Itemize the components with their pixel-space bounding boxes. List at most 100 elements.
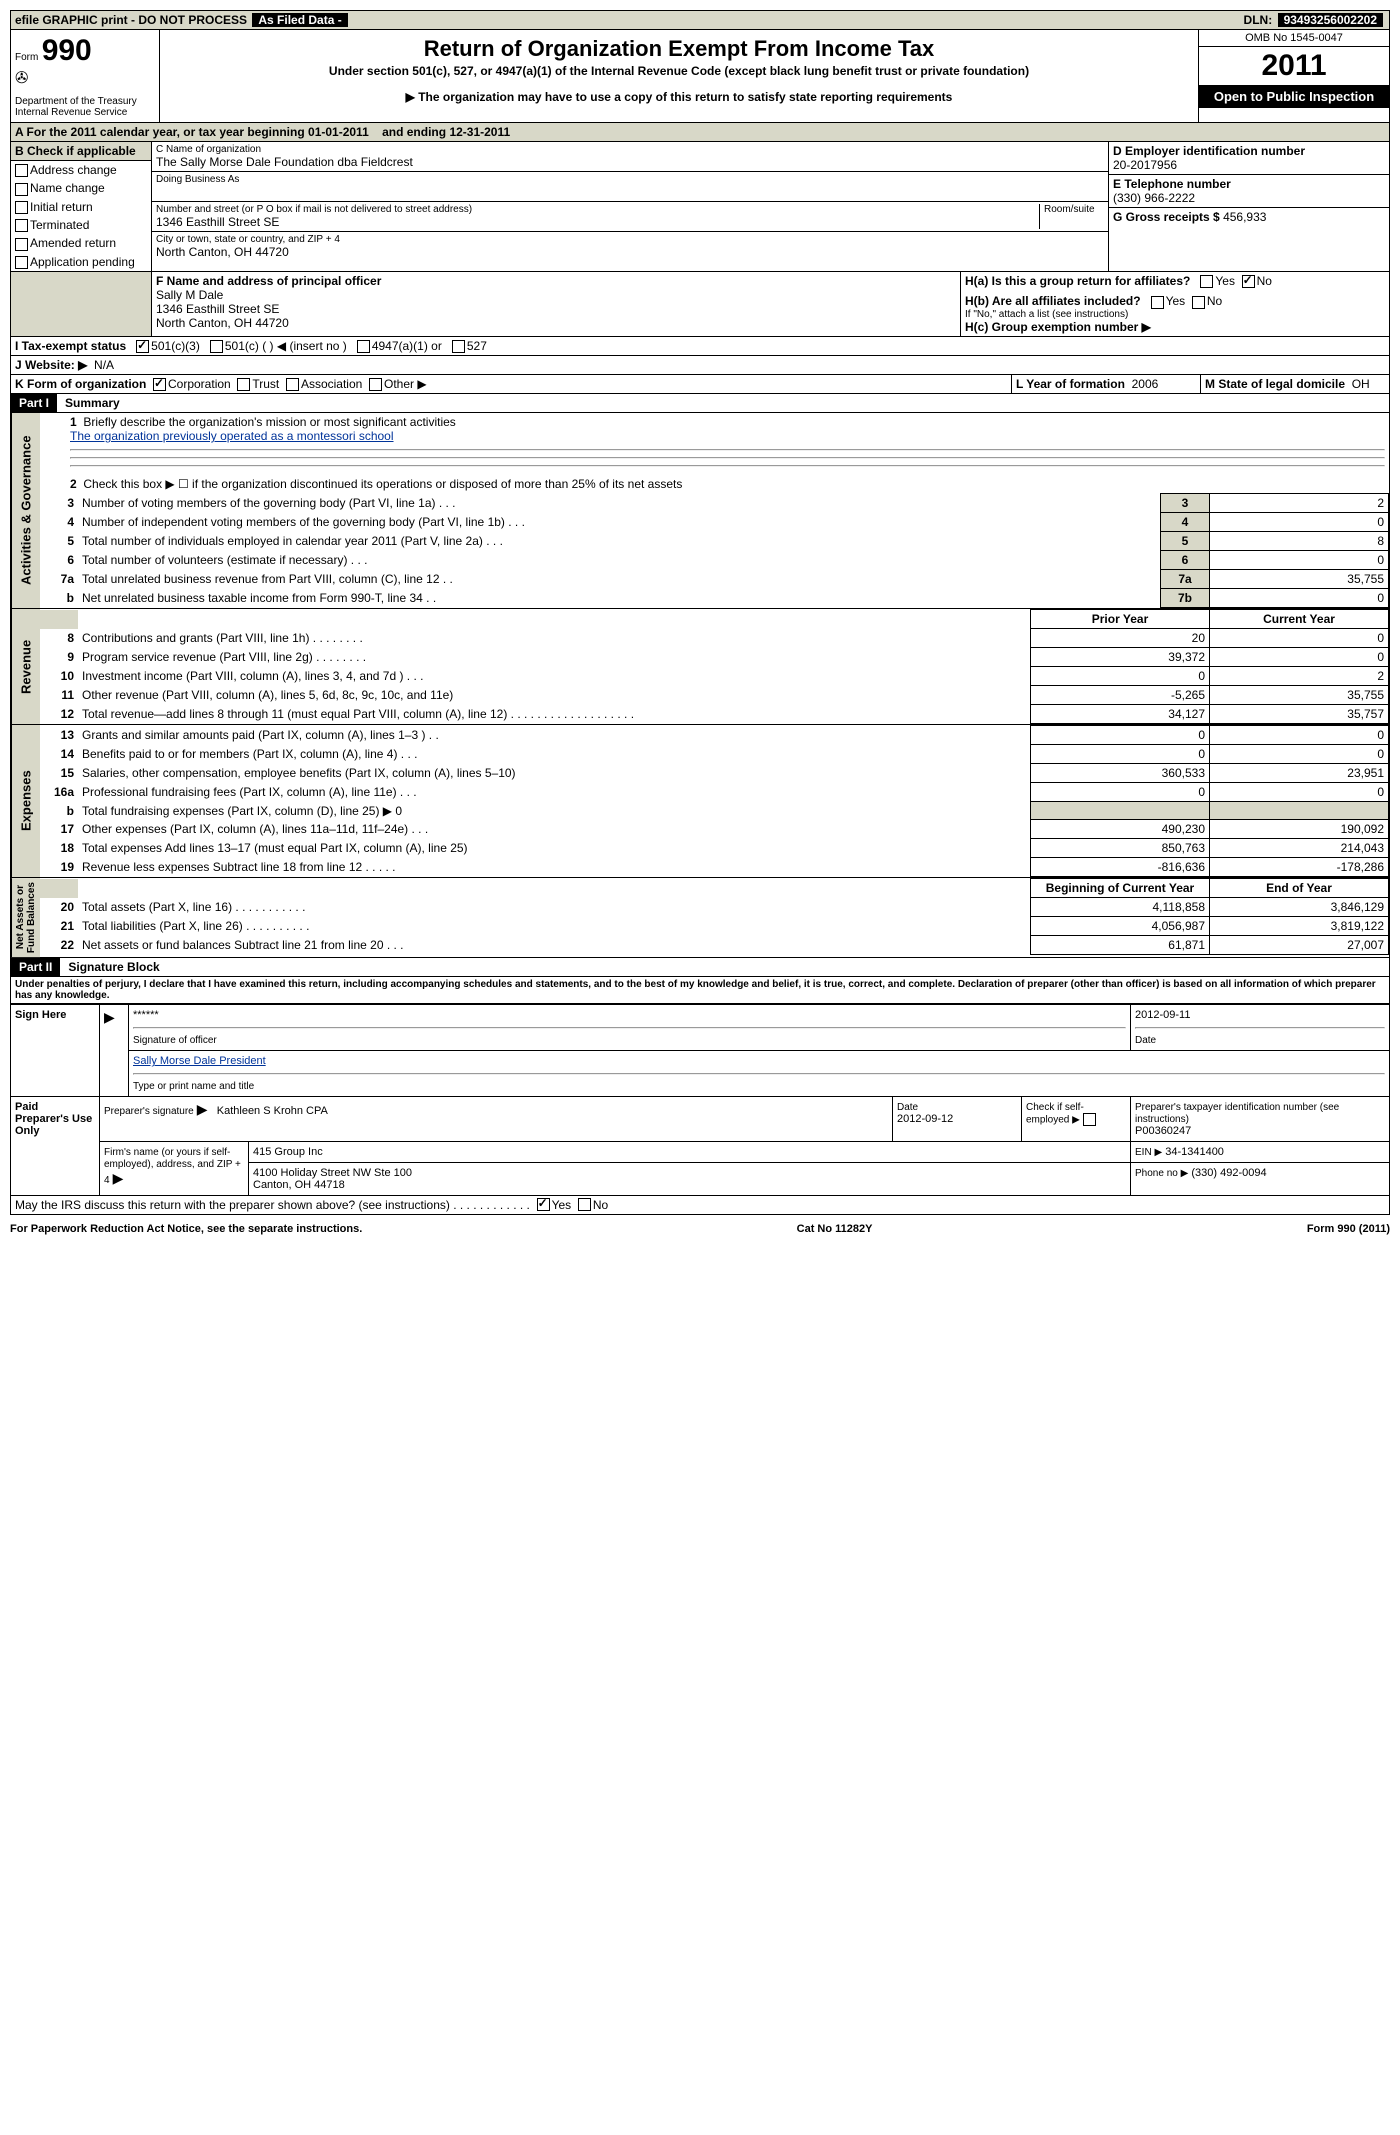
- table-row: 14 Benefits paid to or for members (Part…: [40, 745, 1389, 764]
- table-row: 10 Investment income (Part VIII, column …: [40, 667, 1389, 686]
- period-begin: 01-01-2011: [308, 125, 369, 139]
- discuss-label: May the IRS discuss this return with the…: [15, 1198, 530, 1212]
- table-row: 6 Total number of volunteers (estimate i…: [40, 551, 1389, 570]
- room-label: Room/suite: [1039, 204, 1104, 229]
- phone-value: (330) 966-2222: [1113, 191, 1385, 205]
- netassets-section: Net Assets orFund Balances Beginning of …: [10, 878, 1390, 958]
- footer-mid: Cat No 11282Y: [797, 1223, 873, 1235]
- discuss-row: May the IRS discuss this return with the…: [10, 1196, 1390, 1215]
- governance-section: Activities & Governance 1 Briefly descri…: [10, 413, 1390, 609]
- col-prior-year: Prior Year: [1031, 610, 1210, 629]
- city-label: City or town, state or country, and ZIP …: [156, 234, 1104, 245]
- officer-printed-name: Sally Morse Dale President: [133, 1055, 266, 1067]
- prep-sig-label: Preparer's signature: [104, 1106, 194, 1117]
- dln-label: DLN:: [1244, 13, 1273, 27]
- form-title: Return of Organization Exempt From Incom…: [164, 36, 1194, 62]
- prep-name: Kathleen S Krohn CPA: [217, 1105, 328, 1117]
- form-subtitle1: Under section 501(c), 527, or 4947(a)(1)…: [164, 64, 1194, 78]
- vert-netassets: Net Assets orFund Balances: [11, 878, 40, 957]
- city-value: North Canton, OH 44720: [156, 245, 1104, 259]
- section-b: B Check if applicable Address change Nam…: [11, 142, 152, 271]
- col-current-year: Current Year: [1210, 610, 1389, 629]
- sig-date-label: Date: [1135, 1035, 1156, 1046]
- firm-phone-label: Phone no ▶: [1135, 1168, 1188, 1179]
- part1-header-row: Part I Summary: [10, 394, 1390, 413]
- sig-date: 2012-09-11: [1135, 1009, 1190, 1021]
- section-i-row: I Tax-exempt status 501(c)(3) 501(c) ( )…: [10, 337, 1390, 356]
- vert-governance: Activities & Governance: [11, 413, 40, 608]
- table-row: 18 Total expenses Add lines 13–17 (must …: [40, 839, 1389, 858]
- state-domicile-label: M State of legal domicile: [1205, 377, 1345, 391]
- gross-label: G Gross receipts $: [1113, 210, 1220, 224]
- table-row: 13 Grants and similar amounts paid (Part…: [40, 726, 1389, 745]
- hb-label: H(b) Are all affiliates included?: [965, 294, 1141, 308]
- ein-label: D Employer identification number: [1113, 144, 1385, 158]
- table-row: b Net unrelated business taxable income …: [40, 589, 1389, 608]
- table-row: 8 Contributions and grants (Part VIII, l…: [40, 629, 1389, 648]
- phone-label: E Telephone number: [1113, 177, 1385, 191]
- hc-label: H(c) Group exemption number ▶: [965, 320, 1151, 334]
- sign-here-label: Sign Here: [11, 1005, 100, 1097]
- check-terminated[interactable]: Terminated: [11, 216, 151, 234]
- officer-name-label: Type or print name and title: [133, 1081, 254, 1092]
- line1-label: Briefly describe the organization's miss…: [83, 415, 455, 429]
- part1-title: Summary: [57, 396, 120, 410]
- table-row: 19 Revenue less expenses Subtract line 1…: [40, 858, 1389, 877]
- expense-table: 13 Grants and similar amounts paid (Part…: [40, 725, 1389, 877]
- check-amended[interactable]: Amended return: [11, 234, 151, 252]
- efile-label: efile GRAPHIC print - DO NOT PROCESS: [15, 13, 247, 27]
- table-row: 16a Professional fundraising fees (Part …: [40, 783, 1389, 802]
- paid-preparer-label: Paid Preparer's Use Only: [11, 1097, 100, 1196]
- check-name-change[interactable]: Name change: [11, 179, 151, 197]
- line1-value: The organization previously operated as …: [70, 429, 394, 443]
- tax-year: 2011: [1199, 47, 1389, 85]
- tax-status-label: I Tax-exempt status: [15, 339, 126, 353]
- signature-table: Sign Here ▶ ****** Signature of officer …: [10, 1004, 1390, 1196]
- hb-note: If "No," attach a list (see instructions…: [965, 309, 1385, 320]
- officer-label: F Name and address of principal officer: [156, 274, 956, 288]
- part2-title: Signature Block: [60, 960, 159, 974]
- efile-top-bar: efile GRAPHIC print - DO NOT PROCESS As …: [10, 10, 1390, 30]
- table-row: b Total fundraising expenses (Part IX, c…: [40, 802, 1389, 820]
- website-value: N/A: [94, 358, 114, 372]
- section-deg: D Employer identification number 20-2017…: [1109, 142, 1389, 271]
- revenue-table: Prior Year Current Year 8 Contributions …: [40, 609, 1389, 724]
- gross-value: 456,933: [1223, 210, 1266, 224]
- footer-left: For Paperwork Reduction Act Notice, see …: [10, 1223, 362, 1235]
- firm-name: 415 Group Inc: [249, 1142, 1131, 1163]
- table-row: 15 Salaries, other compensation, employe…: [40, 764, 1389, 783]
- col-begin-year: Beginning of Current Year: [1031, 879, 1210, 898]
- section-b-header: B Check if applicable: [11, 142, 151, 161]
- footer-right: Form 990 (2011): [1307, 1223, 1390, 1235]
- firm-addr1: 4100 Holiday Street NW Ste 100: [253, 1167, 1126, 1179]
- balance-table: Beginning of Current Year End of Year 20…: [40, 878, 1389, 955]
- part1-tag: Part I: [11, 394, 57, 412]
- officer-city: North Canton, OH 44720: [156, 316, 956, 330]
- table-row: 20 Total assets (Part X, line 16) . . . …: [40, 898, 1389, 917]
- year-formation-value: 2006: [1132, 377, 1159, 391]
- firm-phone: (330) 492-0094: [1191, 1167, 1266, 1179]
- prep-date-label: Date: [897, 1102, 918, 1113]
- check-address-change[interactable]: Address change: [11, 161, 151, 179]
- table-row: 5 Total number of individuals employed i…: [40, 532, 1389, 551]
- sig-declaration: Under penalties of perjury, I declare th…: [10, 977, 1390, 1004]
- dln-value: 93493256002202: [1278, 13, 1383, 27]
- period-label: A For the 2011 calendar year, or tax yea…: [15, 125, 305, 139]
- expense-section: Expenses 13 Grants and similar amounts p…: [10, 725, 1390, 878]
- revenue-section: Revenue Prior Year Current Year 8 Contri…: [10, 609, 1390, 725]
- check-application-pending[interactable]: Application pending: [11, 253, 151, 271]
- open-inspection: Open to Public Inspection: [1199, 85, 1389, 108]
- state-domicile-value: OH: [1352, 377, 1370, 391]
- section-j-row: J Website: ▶ N/A: [10, 356, 1390, 375]
- part2-header-row: Part II Signature Block: [10, 958, 1390, 977]
- part2-tag: Part II: [11, 958, 60, 976]
- period-mid: and ending: [382, 125, 446, 139]
- table-row: 7a Total unrelated business revenue from…: [40, 570, 1389, 589]
- vert-revenue: Revenue: [11, 609, 40, 724]
- check-initial-return[interactable]: Initial return: [11, 198, 151, 216]
- section-c: C Name of organization The Sally Morse D…: [152, 142, 1109, 271]
- table-row: 4 Number of independent voting members o…: [40, 513, 1389, 532]
- section-f: F Name and address of principal officer …: [152, 272, 961, 336]
- street-label: Number and street (or P O box if mail is…: [156, 204, 1039, 215]
- firm-ein: 34-1341400: [1165, 1146, 1224, 1158]
